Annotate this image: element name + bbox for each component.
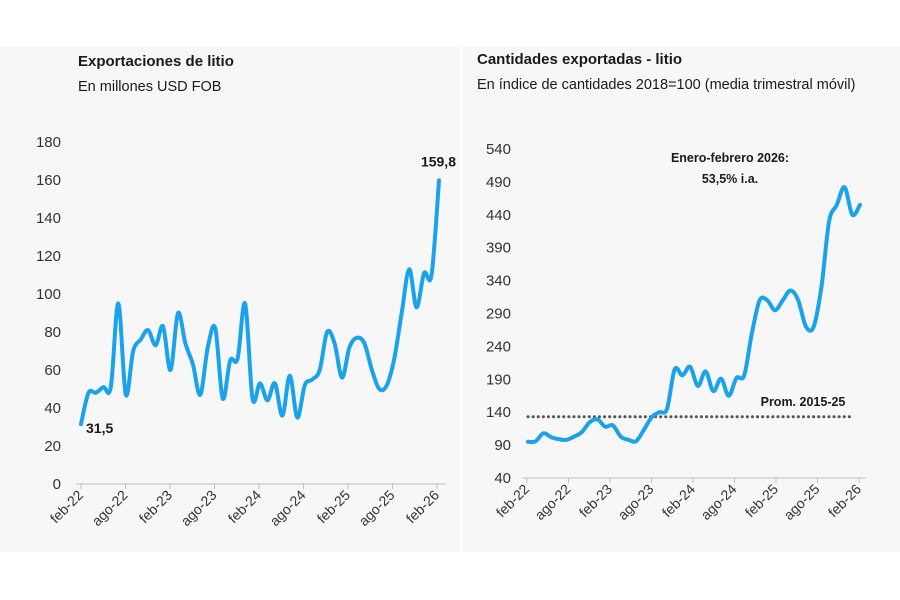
y-tick-label: 40 — [494, 470, 511, 487]
y-tick-label: 100 — [36, 286, 61, 303]
y-tick-label: 490 — [486, 174, 511, 191]
y-tick-label: 40 — [44, 400, 61, 417]
x-tick-label: feb-24 — [659, 481, 699, 521]
y-tick-label: 120 — [36, 248, 61, 265]
y-tick-label: 140 — [36, 210, 61, 227]
y-tick-label: 240 — [486, 338, 511, 355]
right-chart-subtitle: En índice de cantidades 2018=100 (media … — [477, 77, 856, 93]
x-tick-label: feb-26 — [825, 481, 865, 521]
right-chart-title: Cantidades exportadas - litio — [477, 51, 683, 68]
x-tick-label: ago-25 — [780, 481, 822, 523]
x-tick-label: feb-23 — [576, 481, 616, 521]
average-label: Prom. 2015-25 — [761, 395, 846, 409]
y-tick-label: 190 — [486, 371, 511, 388]
x-tick-label: ago-24 — [697, 481, 739, 523]
left-panel-background — [0, 47, 460, 552]
x-tick-label: ago-23 — [614, 481, 656, 523]
y-tick-label: 540 — [486, 141, 511, 158]
first-value-label: 31,5 — [86, 420, 113, 436]
note-label-line1: Enero-febrero 2026: — [671, 151, 789, 165]
x-tick-label: feb-25 — [742, 481, 782, 521]
y-tick-label: 180 — [36, 134, 61, 151]
y-tick-label: 90 — [494, 437, 511, 454]
y-tick-label: 60 — [44, 362, 61, 379]
y-tick-label: 340 — [486, 273, 511, 290]
y-tick-label: 20 — [44, 438, 61, 455]
y-tick-label: 0 — [53, 476, 61, 493]
exportaciones-line — [79, 178, 441, 427]
y-tick-label: 140 — [486, 404, 511, 421]
y-tick-label: 290 — [486, 306, 511, 323]
y-tick-label: 80 — [44, 324, 61, 341]
cantidades-line — [526, 185, 862, 444]
right-panel-background — [462, 47, 900, 552]
y-tick-label: 160 — [36, 172, 61, 189]
left-chart-subtitle: En millones USD FOB — [78, 79, 222, 95]
y-tick-label: 390 — [486, 240, 511, 257]
y-tick-label: 440 — [486, 207, 511, 224]
left-chart-title: Exportaciones de litio — [78, 53, 234, 70]
x-tick-label: ago-22 — [531, 481, 573, 523]
note-label-line2: 53,5% i.a. — [702, 172, 758, 186]
last-value-label: 159,8 — [421, 153, 456, 169]
